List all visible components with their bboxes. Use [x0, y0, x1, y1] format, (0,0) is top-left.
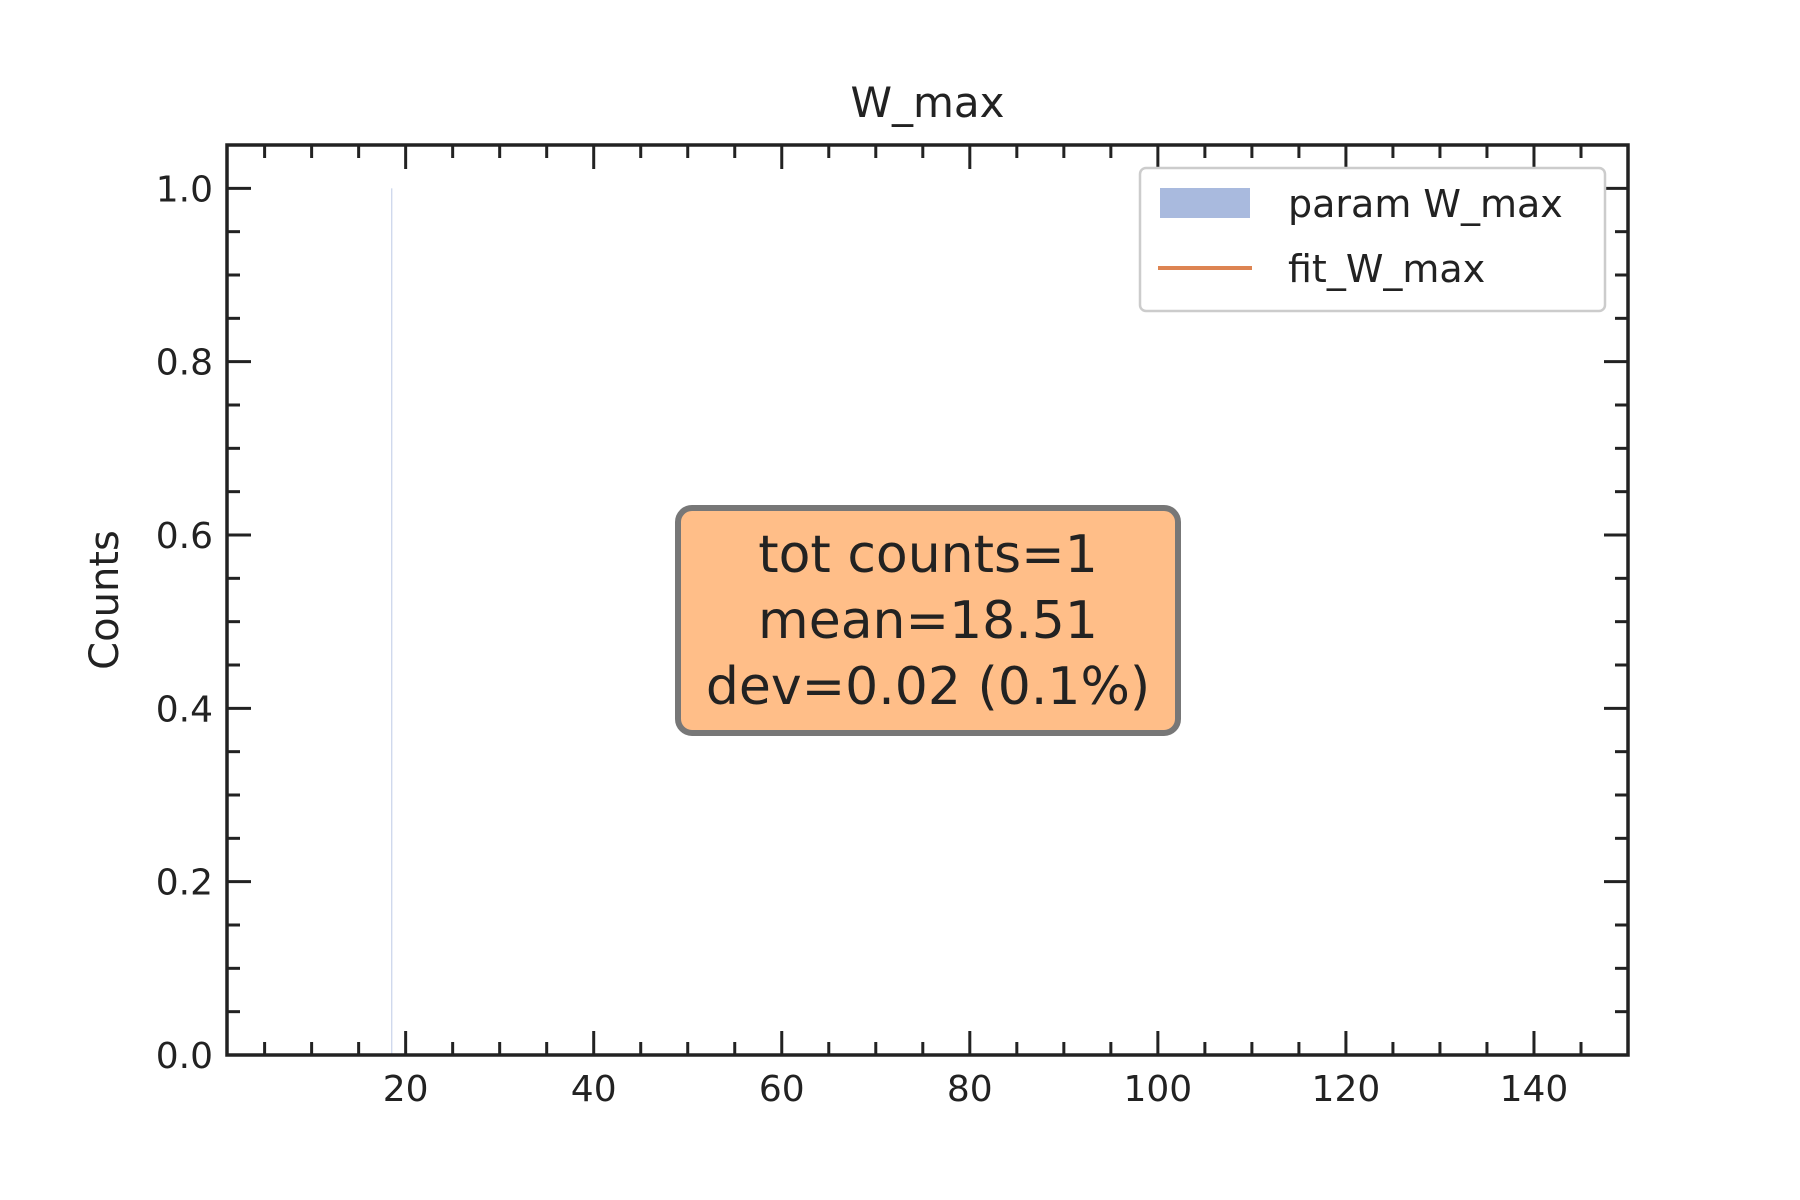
y-tick-label: 0.0 [156, 1036, 213, 1077]
y-axis-label: Counts [82, 530, 128, 670]
legend-label-fit: fit_W_max [1288, 247, 1485, 291]
stats-mean: mean=18.51 [758, 591, 1098, 651]
stats-deviation: dev=0.02 (0.1%) [706, 657, 1150, 717]
x-tick-label: 100 [1124, 1069, 1193, 1110]
chart-title: W_max [850, 78, 1004, 127]
stats-box-background [675, 505, 1181, 736]
y-tick-label: 0.8 [156, 343, 213, 384]
y-tick-label: 1.0 [156, 169, 213, 210]
ticks-layer [227, 145, 1630, 1057]
stats-total-counts: tot counts=1 [758, 525, 1098, 585]
legend: param W_max fit_W_max [1138, 166, 1607, 313]
y-tick-label: 0.6 [156, 516, 213, 557]
y-tick-labels: 0.0 0.2 0.4 0.6 0.8 1.0 [156, 169, 213, 1077]
x-tick-labels: 20 40 60 80 100 120 140 [383, 1069, 1569, 1110]
y-tick-label: 0.4 [156, 689, 213, 730]
x-tick-label: 20 [383, 1069, 429, 1110]
x-tick-label: 140 [1500, 1069, 1569, 1110]
plot-frame [225, 143, 1630, 1057]
x-tick-label: 40 [571, 1069, 617, 1110]
stats-box: tot counts=1 mean=18.51 dev=0.02 (0.1%) [675, 505, 1181, 736]
x-tick-label: 80 [947, 1069, 993, 1110]
histogram-bar [391, 188, 393, 1056]
x-tick-label: 60 [759, 1069, 805, 1110]
y-tick-label: 0.2 [156, 863, 213, 904]
legend-box [1138, 166, 1607, 313]
legend-histogram-swatch [1160, 188, 1250, 218]
x-tick-label: 120 [1312, 1069, 1381, 1110]
legend-label-param: param W_max [1288, 182, 1563, 226]
bars-layer [391, 188, 393, 1056]
